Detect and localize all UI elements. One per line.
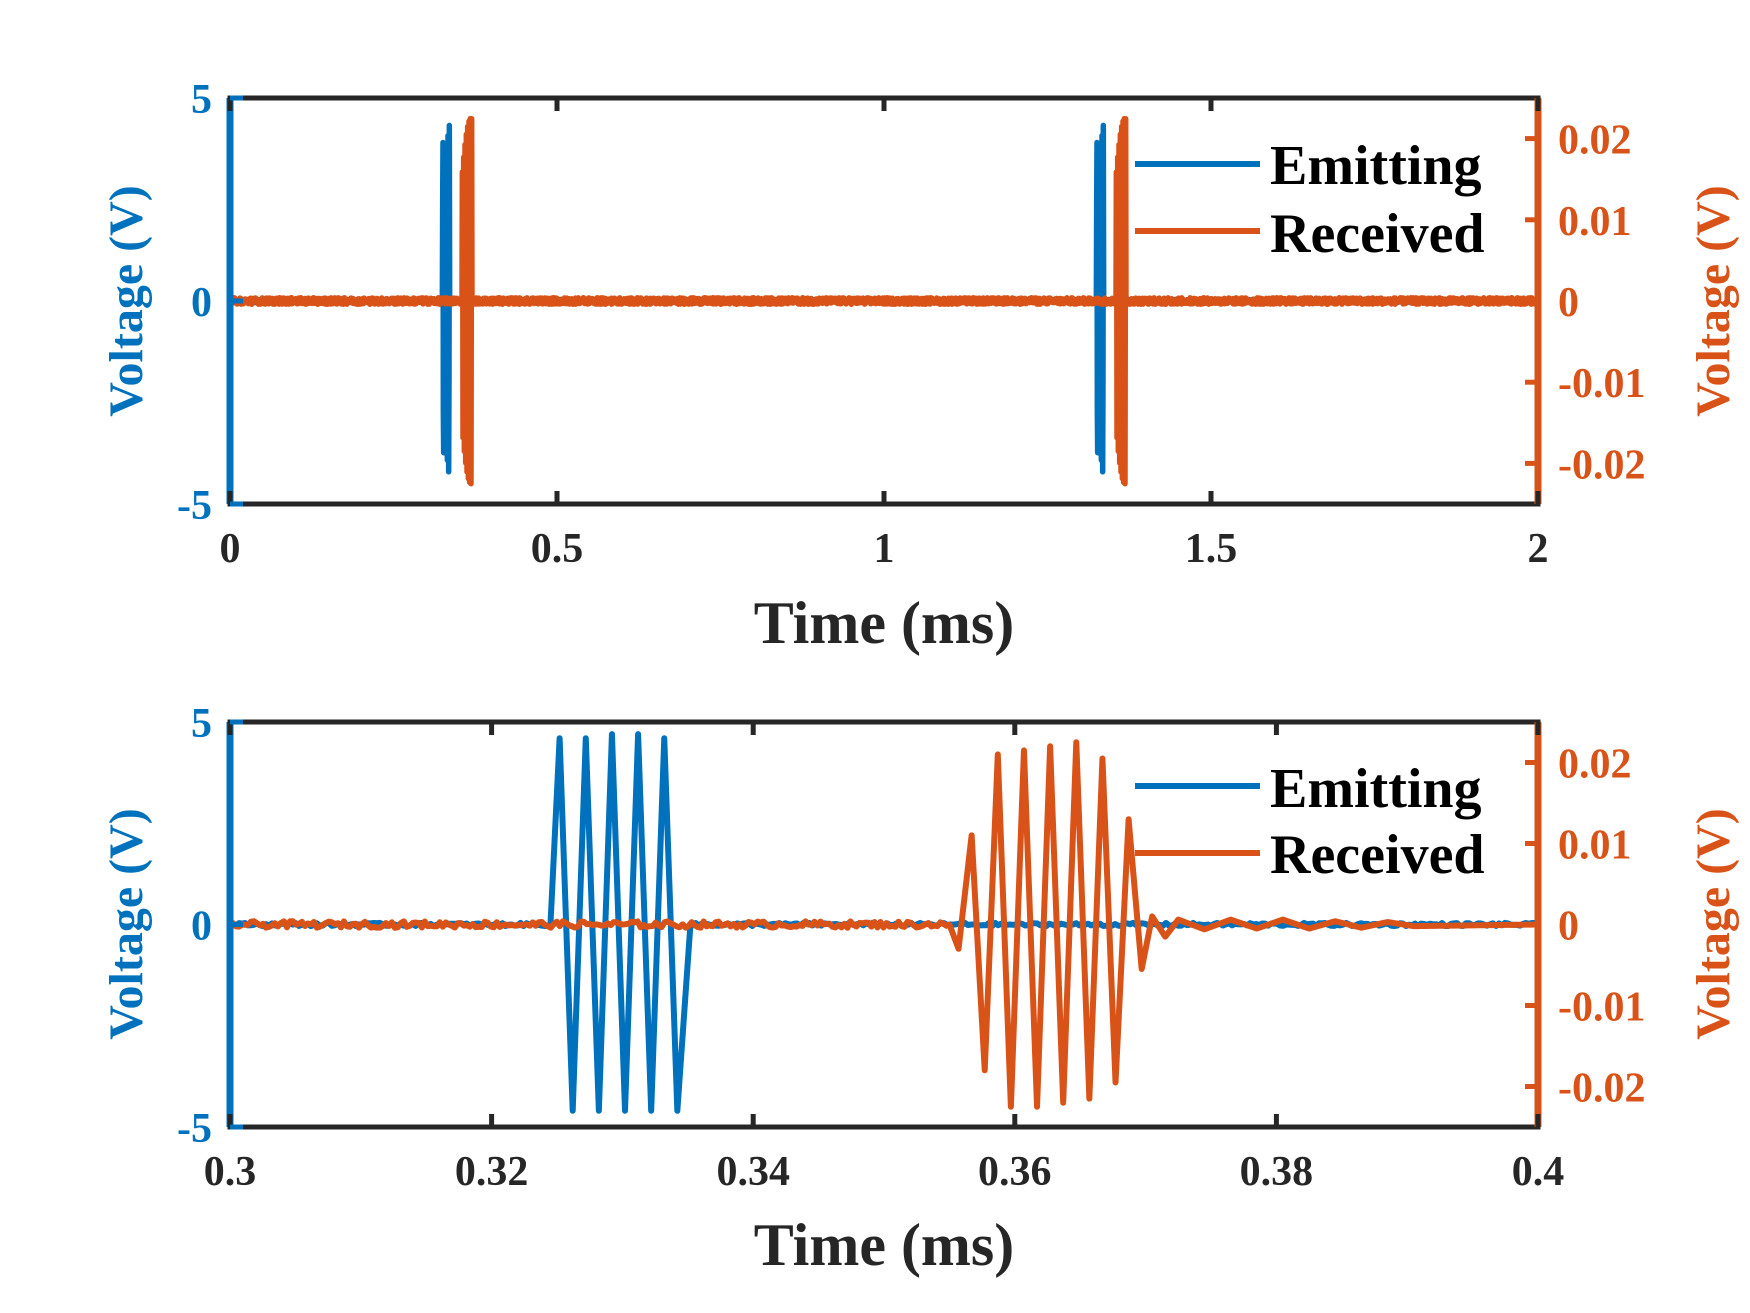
left-y-tick-label: -5	[177, 1106, 212, 1152]
bottom-chart-legend: Emitting Received	[1135, 758, 1485, 886]
top-chart-left-y-axis-label: Voltage (V)	[100, 185, 153, 417]
bottom-chart-traces	[230, 731, 1538, 1114]
bottom-chart-left-y-axis-label: Voltage (V)	[100, 808, 153, 1040]
x-tick-label: 0.38	[1240, 1149, 1314, 1195]
right-y-tick-label: 0.02	[1558, 118, 1632, 164]
right-y-tick-label: -0.02	[1558, 1066, 1646, 1112]
right-y-tick-label: 0.01	[1558, 823, 1632, 869]
bottom-chart-right-y-axis-label: Voltage (V)	[1687, 808, 1740, 1040]
right-y-tick-label: 0	[1558, 904, 1579, 950]
top-chart-x-ticks: 0 0.5 1 1.5 2	[220, 98, 1549, 572]
x-tick-label: 0.32	[455, 1149, 529, 1195]
left-y-tick-label: 5	[191, 77, 212, 123]
bottom-chart-left-y-ticks: -5 0 5	[177, 701, 243, 1152]
top-chart-left-y-ticks: -5 0 5	[177, 77, 243, 529]
series-received-line	[230, 115, 1538, 487]
x-tick-label: 0.3	[204, 1149, 257, 1195]
top-chart-right-y-ticks: -0.02 -0.01 0 0.01 0.02	[1525, 118, 1646, 488]
bottom-chart-x-ticks: 0.3 0.32 0.34 0.36 0.38 0.4	[204, 722, 1565, 1195]
left-y-tick-label: -5	[177, 483, 212, 529]
top-chart-x-axis-label: Time (ms)	[754, 590, 1015, 656]
x-tick-label: 0.4	[1512, 1149, 1565, 1195]
legend-received-label: Received	[1270, 824, 1485, 886]
legend-emitting-label: Emitting	[1270, 135, 1482, 197]
left-y-tick-label: 0	[191, 280, 212, 326]
x-tick-label: 0.36	[978, 1149, 1052, 1195]
x-tick-label: 0.34	[716, 1149, 790, 1195]
legend-received-label: Received	[1270, 203, 1485, 265]
x-tick-label: 1	[874, 526, 895, 572]
bottom-chart-panel: 0.3 0.32 0.34 0.36 0.38 0.4 -505 -0.02-0.0100…	[100, 701, 1740, 1278]
x-tick-label: 1.5	[1185, 526, 1238, 572]
right-y-tick-label: 0	[1558, 280, 1579, 326]
right-y-tick-label: -0.01	[1558, 985, 1646, 1031]
series-received-line	[230, 739, 1538, 1110]
left-y-tick-label: 0	[191, 904, 212, 950]
right-y-tick-label: 0.01	[1558, 199, 1632, 245]
top-chart-traces	[230, 115, 1538, 487]
top-chart-right-y-axis-label: Voltage (V)	[1687, 185, 1740, 417]
right-y-tick-label: -0.01	[1558, 361, 1646, 407]
bottom-chart-x-axis-label: Time (ms)	[754, 1212, 1015, 1278]
right-y-tick-label: -0.02	[1558, 442, 1646, 488]
legend-emitting-label: Emitting	[1270, 758, 1482, 820]
top-chart-legend: Emitting Received	[1135, 135, 1485, 265]
x-tick-label: 0	[220, 526, 241, 572]
x-tick-label: 2	[1528, 526, 1549, 572]
x-tick-label: 0.5	[531, 526, 584, 572]
left-y-tick-label: 5	[191, 701, 212, 747]
right-y-tick-label: 0.02	[1558, 742, 1632, 788]
bottom-chart-right-y-ticks: -0.02 -0.01 0 0.01 0.02	[1525, 742, 1646, 1112]
